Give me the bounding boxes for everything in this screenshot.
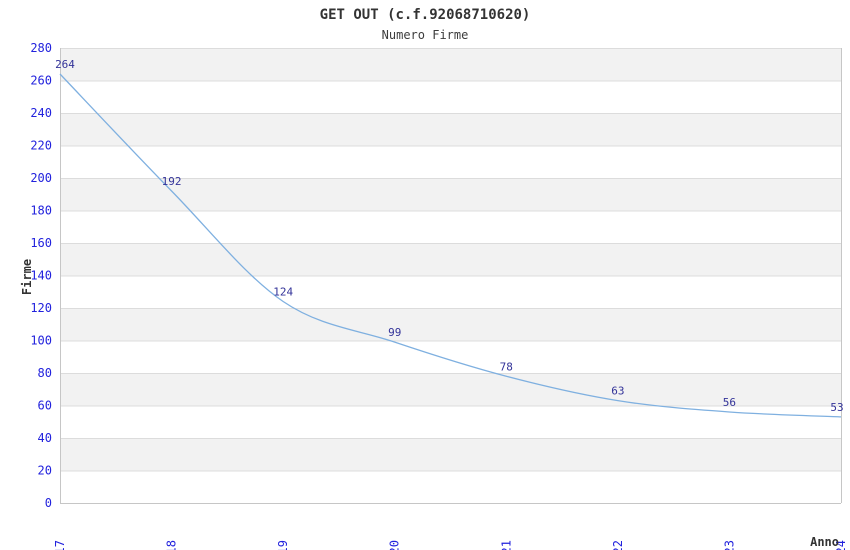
y-tick-label: 40	[38, 431, 52, 445]
x-tick-label: 2017	[53, 540, 67, 550]
data-point-label: 124	[273, 286, 293, 299]
y-tick-label: 220	[30, 139, 52, 153]
background-band	[60, 373, 841, 406]
y-axis-title: Firme	[20, 259, 34, 295]
data-point-label: 99	[388, 326, 401, 339]
background-band	[60, 243, 841, 276]
trend-line	[59, 73, 842, 418]
y-tick-label: 80	[38, 366, 52, 380]
x-tick-label: 2021	[499, 540, 513, 550]
x-tick-label: 2023	[722, 540, 736, 550]
data-point-label: 56	[723, 396, 736, 409]
background-band	[60, 48, 841, 81]
chart-subtitle: Numero Firme	[381, 28, 469, 42]
y-tick-label: 140	[30, 269, 52, 283]
x-tick-label: 2018	[165, 540, 179, 550]
y-tick-label: 280	[30, 41, 52, 55]
background-band	[60, 308, 841, 341]
y-tick-label: 100	[30, 334, 52, 348]
data-point-label: 63	[611, 385, 624, 398]
y-tick-label: 60	[38, 399, 52, 413]
x-tick-label: 2019	[276, 540, 290, 550]
data-point-label: 264	[55, 58, 75, 71]
background-band	[60, 438, 841, 471]
y-tick-label: 180	[30, 204, 52, 218]
data-point-label: 53	[830, 401, 843, 414]
y-tick-label: 200	[30, 171, 52, 185]
data-point-label: 192	[162, 175, 182, 188]
x-tick-label: 2022	[611, 540, 625, 550]
y-tick-label: 160	[30, 236, 52, 250]
y-tick-label: 20	[38, 464, 52, 478]
y-tick-label: 120	[30, 301, 52, 315]
data-point-label: 78	[500, 360, 513, 373]
y-tick-label: 240	[30, 106, 52, 120]
y-tick-label: 0	[45, 496, 52, 510]
y-tick-label: 260	[30, 74, 52, 88]
background-band	[60, 178, 841, 211]
x-axis-title: Anno	[810, 535, 839, 549]
chart-title: GET OUT (c.f.92068710620)	[319, 7, 531, 23]
x-tick-label: 2020	[388, 540, 402, 550]
background-band	[60, 113, 841, 146]
